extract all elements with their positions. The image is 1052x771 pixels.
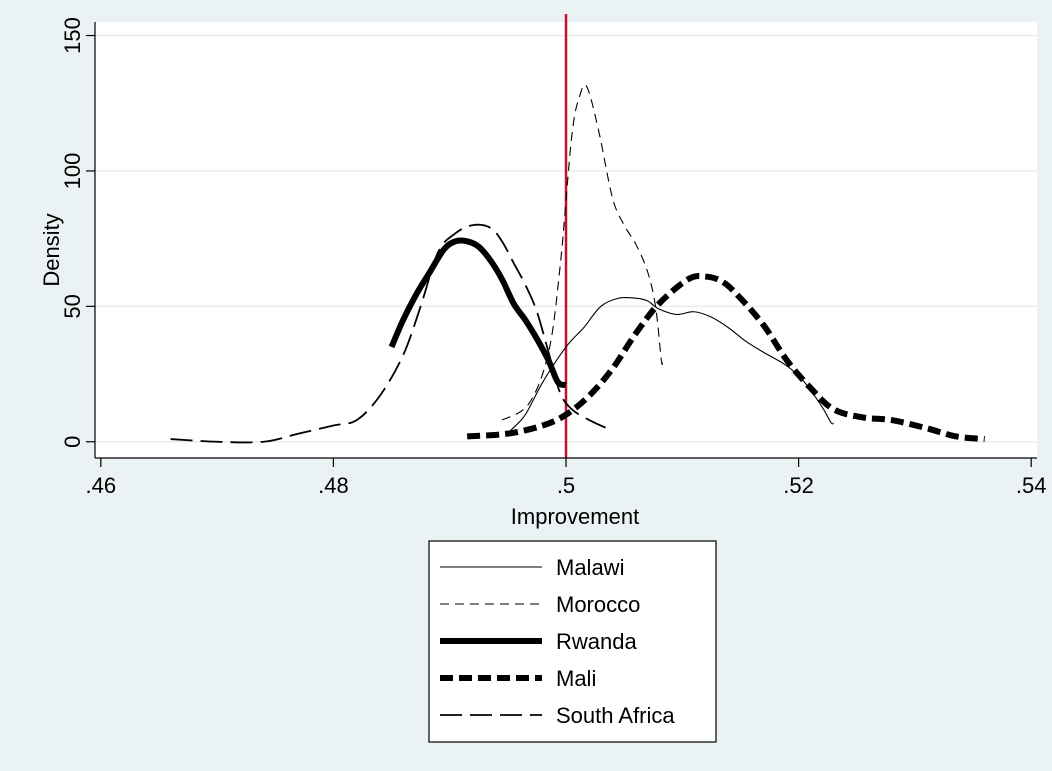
x-axis-title: Improvement <box>511 504 639 529</box>
legend-label-malawi: Malawi <box>556 555 624 580</box>
series-line-morocco <box>501 84 664 421</box>
y-tick-label: 50 <box>60 294 85 318</box>
legend-label-mali: Mali <box>556 666 596 691</box>
series-line-rwanda <box>388 237 567 388</box>
x-tick-label: .48 <box>318 473 349 498</box>
y-tick-label: 100 <box>60 153 85 190</box>
legend-label-rwanda: Rwanda <box>556 629 637 654</box>
series-line-mali <box>466 273 985 443</box>
y-tick-label: 0 <box>60 436 85 448</box>
legend: Malawi Morocco Rwanda Mali South Africa <box>428 540 717 743</box>
axes: 0 50 100 150 .46 .48 .5 .52 .54 <box>60 17 1046 498</box>
x-tick-label: .5 <box>557 473 575 498</box>
x-tick-label: .46 <box>86 473 117 498</box>
y-axis-title: Density <box>39 213 64 286</box>
series-line-south-africa <box>170 223 608 444</box>
y-tick-label: 150 <box>60 17 85 54</box>
legend-label-south-africa: South Africa <box>556 703 675 728</box>
x-tick-label: .52 <box>783 473 814 498</box>
legend-label-morocco: Morocco <box>556 592 640 617</box>
x-tick-label: .54 <box>1016 473 1047 498</box>
series-layer <box>170 84 985 444</box>
